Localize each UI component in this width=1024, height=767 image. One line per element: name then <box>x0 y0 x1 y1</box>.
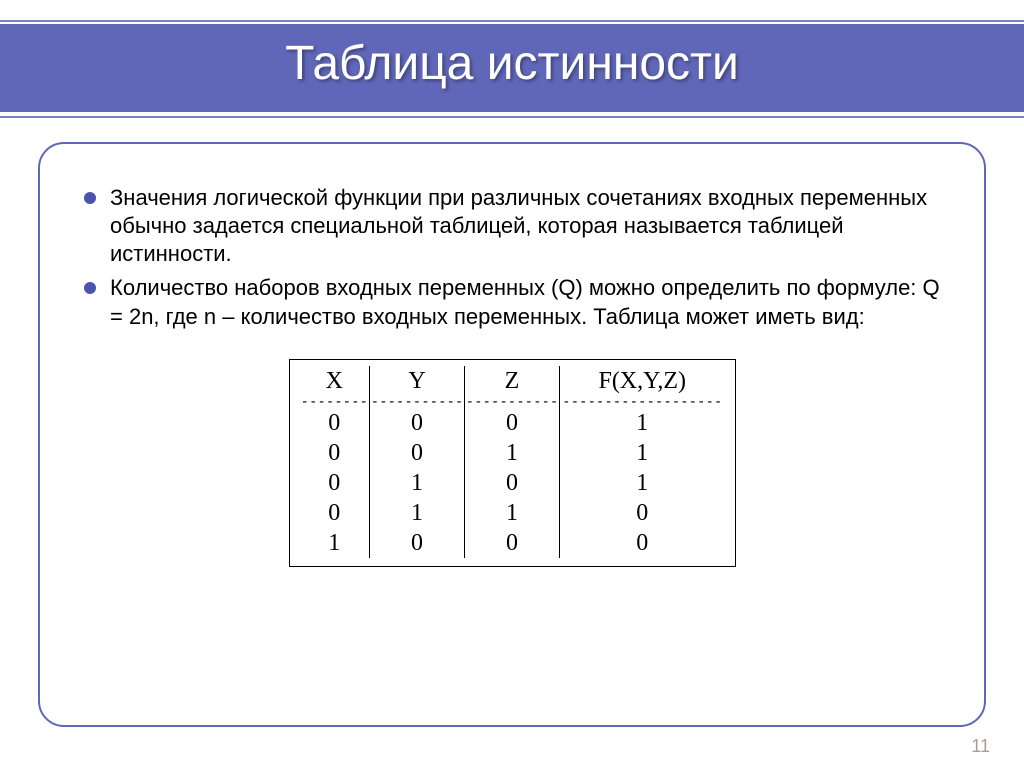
table-row: 0 0 1 1 <box>300 438 725 468</box>
content-frame: Значения логической функции при различны… <box>38 142 986 727</box>
table-divider-row: -------- ----------- ----------- -------… <box>300 396 725 408</box>
title-bar: Таблица истинности <box>0 0 1024 132</box>
cell: 0 <box>370 438 465 468</box>
slide-title: Таблица истинности <box>0 36 1024 91</box>
col-header-f: F(X,Y,Z) <box>560 366 725 396</box>
truth-table-container: X Y Z F(X,Y,Z) -------- ----------- ----… <box>84 359 940 567</box>
cell: 0 <box>300 498 370 528</box>
table-row: 1 0 0 0 <box>300 528 725 558</box>
cell: 1 <box>560 468 725 498</box>
bullet-item: Значения логической функции при различны… <box>84 184 940 268</box>
truth-table-box: X Y Z F(X,Y,Z) -------- ----------- ----… <box>289 359 736 567</box>
cell: 0 <box>465 468 560 498</box>
bullet-text: Количество наборов входных переменных (Q… <box>110 275 940 328</box>
cell: 0 <box>465 408 560 438</box>
cell: 0 <box>300 438 370 468</box>
col-header-y: Y <box>370 366 465 396</box>
cell: 1 <box>370 498 465 528</box>
title-rule-bottom <box>0 116 1024 118</box>
cell: 0 <box>465 528 560 558</box>
cell: 0 <box>560 528 725 558</box>
col-header-x: X <box>300 366 370 396</box>
table-row: 0 1 1 0 <box>300 498 725 528</box>
slide: Таблица истинности Значения логической ф… <box>0 0 1024 767</box>
truth-table: X Y Z F(X,Y,Z) -------- ----------- ----… <box>300 366 725 558</box>
title-rule-top <box>0 20 1024 22</box>
cell: 0 <box>370 408 465 438</box>
table-row: 0 0 0 1 <box>300 408 725 438</box>
table-header-row: X Y Z F(X,Y,Z) <box>300 366 725 396</box>
cell: 0 <box>370 528 465 558</box>
cell: 0 <box>300 468 370 498</box>
col-header-z: Z <box>465 366 560 396</box>
table-row: 0 1 0 1 <box>300 468 725 498</box>
cell: 0 <box>300 408 370 438</box>
cell: 1 <box>560 408 725 438</box>
cell: 1 <box>300 528 370 558</box>
cell: 1 <box>370 468 465 498</box>
cell: 0 <box>560 498 725 528</box>
cell: 1 <box>465 498 560 528</box>
bullet-text: Значения логической функции при различны… <box>110 185 927 266</box>
page-number: 11 <box>971 736 990 757</box>
bullet-list: Значения логической функции при различны… <box>84 184 940 331</box>
cell: 1 <box>560 438 725 468</box>
cell: 1 <box>465 438 560 468</box>
bullet-item: Количество наборов входных переменных (Q… <box>84 274 940 330</box>
